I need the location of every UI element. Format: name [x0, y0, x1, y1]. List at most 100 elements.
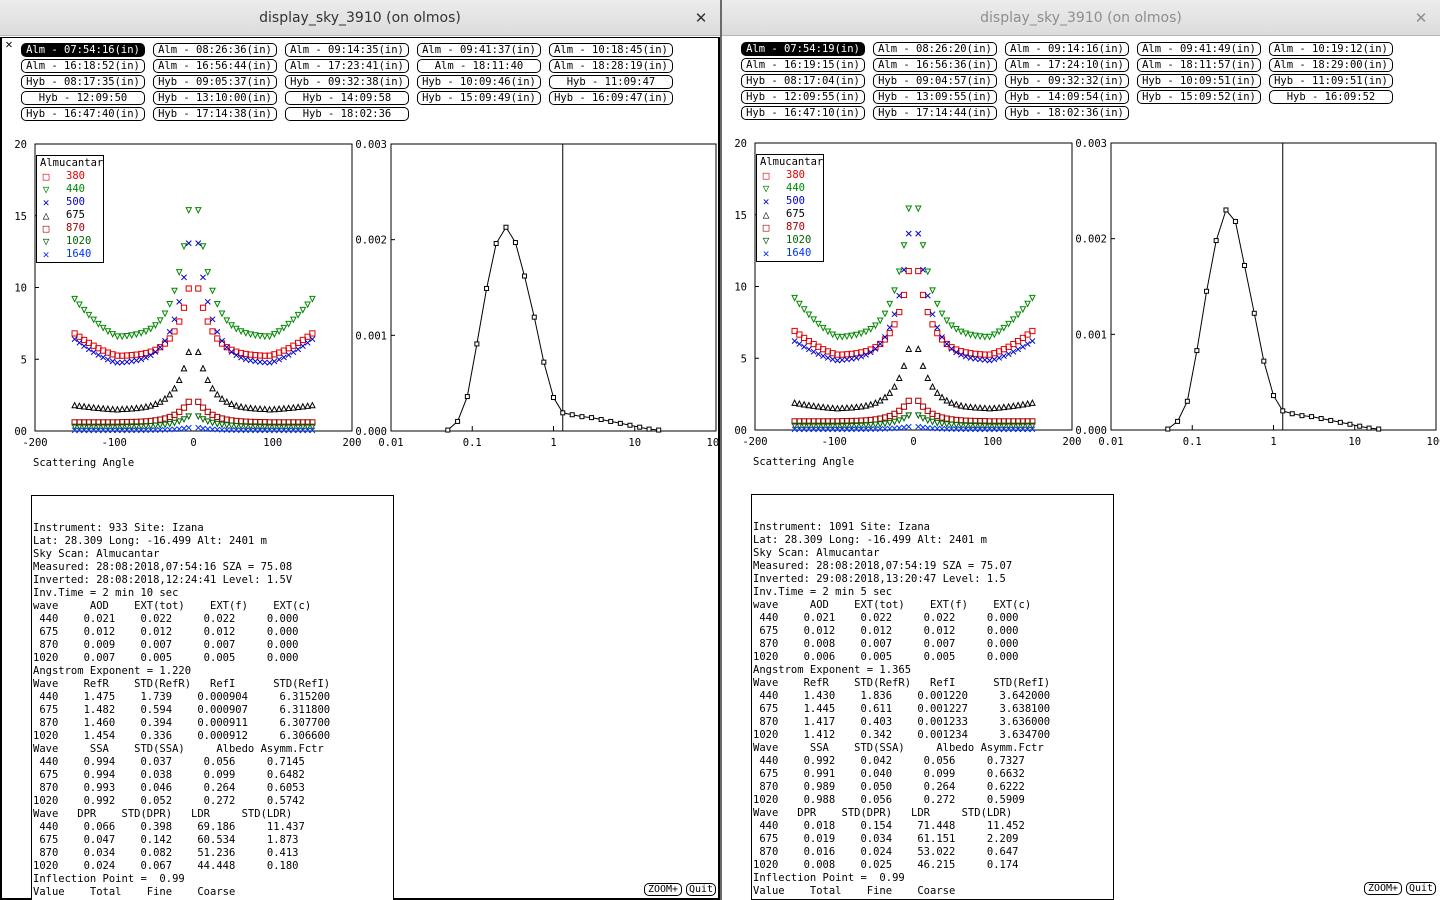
scan-button[interactable]: Hyb - 10:09:46(in) — [417, 75, 541, 89]
data-point — [1005, 351, 1012, 357]
data-point — [820, 353, 827, 359]
scan-button[interactable]: Alm - 17:23:41(in) — [285, 59, 409, 73]
scan-button[interactable]: Hyb - 16:47:40(in) — [21, 107, 145, 121]
scan-button[interactable]: Hyb - 16:09:47(in) — [549, 91, 673, 105]
scan-button[interactable]: Hyb - 15:09:52(in) — [1137, 90, 1261, 104]
window-titlebar[interactable]: display_sky_3910 (on olmos) ✕ — [0, 0, 720, 36]
legend-marker-icon: △ — [762, 208, 770, 221]
zoom-button[interactable]: ZOOM+ — [1364, 882, 1402, 895]
scan-button[interactable]: Hyb - 10:09:51(in) — [1137, 74, 1261, 88]
data-point — [824, 426, 831, 433]
scan-button[interactable]: Alm - 08:26:36(in) — [153, 43, 277, 57]
scan-button[interactable]: Alm - 16:18:52(in) — [21, 59, 145, 73]
data-point — [800, 306, 808, 314]
data-point — [1000, 422, 1008, 430]
data-point — [299, 306, 307, 314]
scan-button[interactable]: Alm - 07:54:19(in) — [741, 42, 865, 56]
data-point — [285, 423, 293, 431]
data-point — [123, 405, 131, 412]
data-point — [76, 427, 83, 434]
scan-button[interactable]: Hyb - 14:09:54(in) — [1005, 90, 1129, 104]
info-line: 1020 0.007 0.005 0.005 0.000 — [33, 652, 299, 664]
scan-button[interactable]: Alm - 08:26:20(in) — [873, 42, 997, 56]
data-point — [185, 207, 193, 214]
data-point — [839, 426, 846, 433]
scan-button[interactable]: Hyb - 18:02:36 — [285, 107, 409, 121]
scan-button[interactable]: Hyb - 09:04:57(in) — [873, 74, 997, 88]
scan-button[interactable]: Alm - 16:19:15(in) — [741, 58, 865, 72]
scan-button[interactable]: Alm - 18:28:19(in) — [549, 59, 673, 73]
scan-button[interactable]: Alm - 07:54:16(in) — [21, 43, 145, 57]
scan-button[interactable]: Hyb - 11:09:47 — [549, 75, 673, 89]
close-icon[interactable]: ✕ — [694, 9, 708, 27]
close-icon[interactable]: ✕ — [1414, 9, 1428, 27]
scan-button[interactable]: Hyb - 16:47:10(in) — [741, 106, 865, 120]
scan-button[interactable]: Alm - 09:41:49(in) — [1137, 42, 1261, 56]
data-point — [275, 423, 283, 431]
scan-button[interactable]: Alm - 18:11:57(in) — [1137, 58, 1261, 72]
data-point — [232, 422, 240, 430]
y-tick-label: 0.000 — [1075, 425, 1107, 437]
data-point — [872, 345, 879, 352]
data-point — [858, 426, 865, 433]
scan-button[interactable]: Alm - 10:19:12(in) — [1269, 42, 1393, 56]
data-point — [895, 374, 903, 381]
zoom-button[interactable]: ZOOM+ — [644, 883, 682, 896]
legend-title: Almucantar — [40, 157, 104, 169]
info-line: 440 0.018 0.154 71.448 11.452 — [753, 820, 1025, 832]
x-tick-label: -100 — [822, 436, 847, 448]
data-point — [829, 331, 837, 339]
scan-button[interactable]: Alm - 16:56:44(in) — [153, 59, 277, 73]
data-point — [901, 424, 907, 431]
data-point — [891, 418, 898, 426]
scan-button[interactable]: Hyb - 16:09:52 — [1269, 90, 1393, 104]
scan-button[interactable]: Alm - 09:14:16(in) — [1005, 42, 1129, 56]
scan-button[interactable]: Hyb - 12:09:50 — [21, 91, 145, 105]
corner-close-icon[interactable]: ✕ — [5, 37, 13, 51]
scan-button[interactable]: Hyb - 08:17:04(in) — [741, 74, 865, 88]
scan-button[interactable]: Alm - 16:56:36(in) — [873, 58, 997, 72]
data-point — [962, 330, 970, 338]
scan-button[interactable]: Hyb - 15:09:49(in) — [417, 91, 541, 105]
scan-button[interactable]: Alm - 09:41:37(in) — [417, 43, 541, 57]
scan-button[interactable]: Hyb - 08:17:35(in) — [21, 75, 145, 89]
y-tick-label: 20 — [734, 138, 747, 150]
window-titlebar[interactable]: display_sky_3910 (on olmos) ✕ — [722, 0, 1440, 36]
scan-button[interactable]: Hyb - 13:09:55(in) — [873, 90, 997, 104]
scan-button[interactable]: Hyb - 13:10:00(in) — [153, 91, 277, 105]
data-point — [162, 337, 168, 344]
data-point — [194, 207, 202, 214]
scan-button[interactable]: Alm - 17:24:10(in) — [1005, 58, 1129, 72]
scan-button[interactable]: Hyb - 09:32:32(in) — [1005, 74, 1129, 88]
data-point — [853, 354, 860, 361]
data-point — [270, 331, 278, 338]
quit-button[interactable]: Quit — [686, 883, 716, 896]
sky-display-window-1: display_sky_3910 (on olmos) ✕ ✕ Alm - 07… — [0, 0, 720, 900]
scan-button[interactable]: Hyb - 09:05:37(in) — [153, 75, 277, 89]
scan-button[interactable]: Hyb - 14:09:58 — [285, 91, 409, 105]
data-point — [981, 333, 989, 341]
data-point — [934, 324, 941, 331]
scan-button[interactable]: Alm - 18:29:00(in) — [1269, 58, 1393, 72]
data-point — [905, 267, 912, 275]
scan-button[interactable]: Hyb - 12:09:55(in) — [741, 90, 865, 104]
scan-button[interactable]: Hyb - 17:14:44(in) — [873, 106, 997, 120]
data-point — [943, 425, 950, 432]
scan-button[interactable]: Alm - 18:11:40 — [417, 59, 541, 73]
scan-button[interactable]: Hyb - 09:32:38(in) — [285, 75, 409, 89]
scan-button[interactable]: Alm - 09:14:35(in) — [285, 43, 409, 57]
data-point — [99, 423, 107, 431]
scan-button[interactable]: Hyb - 18:02:36(in) — [1005, 106, 1129, 120]
scan-button[interactable]: Hyb - 17:14:38(in) — [153, 107, 277, 121]
data-point — [90, 349, 97, 356]
data-point — [290, 349, 297, 356]
info-line: 870 0.034 0.082 51.236 0.413 — [33, 847, 299, 859]
data-point — [175, 269, 183, 276]
quit-button[interactable]: Quit — [1406, 882, 1436, 895]
data-point — [223, 317, 231, 325]
data-point — [829, 356, 836, 363]
data-point — [791, 399, 799, 406]
info-line: 675 0.991 0.040 0.099 0.6632 — [753, 768, 1025, 780]
scan-button[interactable]: Hyb - 11:09:51(in) — [1269, 74, 1393, 88]
scan-button[interactable]: Alm - 10:18:45(in) — [549, 43, 673, 57]
